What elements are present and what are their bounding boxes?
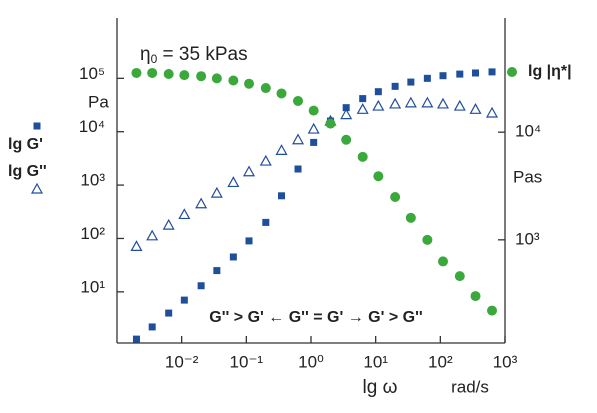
x-unit: rad/s (451, 377, 489, 396)
marker (307, 122, 320, 134)
y-tick-label: 10⁵ (79, 64, 105, 83)
marker (359, 95, 367, 103)
marker (439, 72, 447, 80)
marker (405, 212, 416, 223)
legend-label: lg G'' (8, 163, 47, 180)
marker (148, 323, 156, 331)
marker (178, 208, 191, 220)
y2-tick-label: 10⁴ (515, 122, 541, 141)
marker (210, 186, 223, 198)
marker (259, 154, 272, 166)
marker (372, 99, 385, 111)
y-tick-label: 10¹ (80, 277, 105, 296)
marker (374, 88, 382, 96)
marker (391, 82, 399, 90)
marker (487, 305, 498, 316)
marker (436, 97, 450, 109)
marker (456, 70, 464, 78)
marker (486, 106, 499, 118)
marker (422, 234, 433, 245)
marker (130, 240, 143, 251)
marker (507, 67, 517, 77)
marker (310, 138, 318, 146)
marker (308, 105, 319, 116)
y-tick-label: 10² (80, 224, 105, 243)
y-tick-label: 10⁴ (79, 117, 105, 136)
marker (325, 118, 336, 129)
marker (357, 151, 368, 162)
marker (275, 144, 288, 155)
marker (278, 192, 286, 200)
marker (340, 108, 353, 120)
marker (373, 171, 384, 182)
marker (389, 97, 402, 109)
marker (242, 165, 256, 177)
annotation-subscript: 0 (151, 52, 158, 66)
marker (293, 95, 304, 106)
marker (227, 176, 240, 188)
y2-tick-label: 10³ (515, 229, 540, 248)
marker (163, 69, 174, 80)
annotation: η0 = 35 kPas (140, 44, 248, 66)
marker (438, 256, 449, 267)
marker (132, 335, 140, 343)
annotation-symbol: η (140, 44, 151, 65)
region-label: G'' > G' ← G'' = G' → G' > G'' (209, 309, 422, 326)
marker (356, 103, 369, 114)
marker (341, 134, 352, 145)
y2-unit: Pas (513, 167, 542, 186)
marker (146, 229, 159, 241)
marker (276, 88, 287, 99)
marker (197, 282, 205, 290)
marker (244, 78, 255, 89)
x-tick-label: 10³ (493, 352, 518, 371)
marker (162, 218, 175, 230)
marker (195, 197, 208, 209)
x-tick-label: 10¹ (363, 352, 388, 371)
marker (260, 83, 271, 94)
marker (228, 75, 239, 86)
x-tick-label: 10² (428, 352, 453, 371)
marker (470, 291, 481, 302)
marker (131, 67, 142, 78)
marker (404, 96, 417, 108)
marker (262, 218, 270, 226)
y-unit: Pa (88, 92, 109, 111)
marker (423, 74, 431, 82)
marker (213, 267, 221, 275)
marker (294, 165, 302, 173)
marker (421, 96, 434, 108)
x-tick-label: 10⁻¹ (230, 352, 264, 371)
marker (211, 73, 222, 84)
x-tick-label: 10⁻² (165, 352, 199, 371)
marker (488, 68, 496, 76)
marker (390, 191, 401, 202)
marker (245, 237, 253, 245)
marker (469, 103, 482, 114)
x-tick-label: 10⁰ (298, 352, 324, 371)
marker (453, 99, 466, 111)
y-tick-label: 10³ (80, 171, 105, 190)
marker (407, 78, 415, 86)
marker (454, 271, 465, 282)
marker (472, 69, 480, 77)
legend-label: lg |η*| (528, 63, 572, 80)
marker (196, 71, 207, 82)
x-label: lg ω (363, 377, 398, 398)
annotation-text: = 35 kPas (157, 44, 247, 65)
marker (165, 309, 173, 317)
marker (179, 70, 190, 81)
marker (342, 104, 350, 112)
marker (180, 296, 188, 304)
legend-label: lg G' (8, 136, 43, 153)
marker (292, 133, 305, 145)
marker (229, 253, 237, 261)
marker (30, 182, 44, 194)
marker (147, 67, 158, 78)
marker (33, 122, 41, 130)
